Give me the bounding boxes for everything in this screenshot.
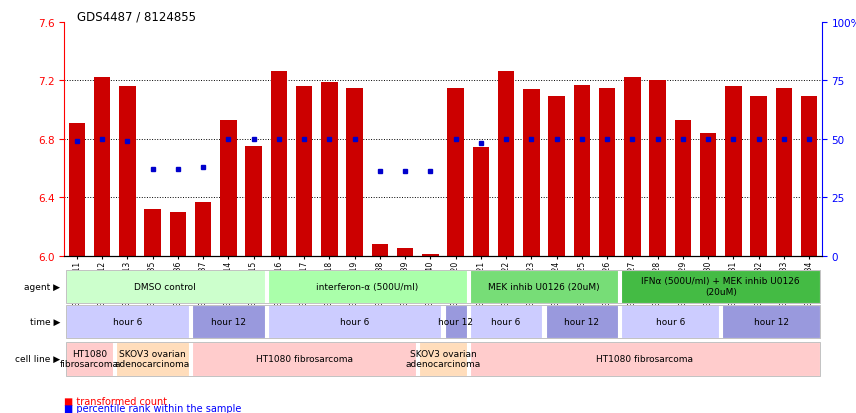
Text: time ▶: time ▶ [30, 317, 60, 326]
Text: hour 12: hour 12 [564, 317, 599, 326]
Text: ■ transformed count: ■ transformed count [64, 396, 167, 406]
Text: GDS4487 / 8124855: GDS4487 / 8124855 [77, 10, 196, 23]
Text: agent ▶: agent ▶ [24, 282, 60, 291]
Text: hour 6: hour 6 [340, 317, 369, 326]
Bar [195, 202, 211, 256]
Bar [94, 78, 110, 256]
Text: MEK inhib U0126 (20uM): MEK inhib U0126 (20uM) [488, 282, 600, 291]
Bar [169, 212, 186, 256]
Bar [296, 87, 312, 256]
Text: DMSO control: DMSO control [134, 282, 196, 291]
Bar [422, 254, 438, 256]
Bar [270, 72, 287, 256]
Text: hour 12: hour 12 [754, 317, 788, 326]
Bar [246, 147, 262, 256]
Text: interferon-α (500U/ml): interferon-α (500U/ml) [316, 282, 419, 291]
Text: cell line ▶: cell line ▶ [15, 354, 60, 363]
Bar [574, 85, 590, 256]
Bar [347, 88, 363, 256]
Text: HT1080
fibrosarcoma: HT1080 fibrosarcoma [60, 349, 119, 368]
Bar [675, 121, 691, 256]
Text: HT1080 fibrosarcoma: HT1080 fibrosarcoma [597, 354, 693, 363]
Text: hour 6: hour 6 [656, 317, 685, 326]
Bar [473, 148, 489, 256]
Text: SKOV3 ovarian
adenocarcinoma: SKOV3 ovarian adenocarcinoma [406, 349, 480, 368]
Bar [448, 88, 464, 256]
Text: hour 12: hour 12 [211, 317, 246, 326]
Bar [549, 97, 565, 256]
Text: SKOV3 ovarian
adenocarcinoma: SKOV3 ovarian adenocarcinoma [115, 349, 190, 368]
Bar [119, 87, 135, 256]
Bar [145, 209, 161, 256]
Bar [321, 83, 337, 256]
Bar [498, 72, 514, 256]
Bar [523, 90, 539, 256]
Bar [397, 249, 413, 256]
Text: hour 12: hour 12 [438, 317, 473, 326]
Bar [650, 81, 666, 256]
Bar [624, 78, 640, 256]
Bar [599, 88, 615, 256]
Bar [725, 87, 741, 256]
Bar [700, 133, 716, 256]
Text: hour 6: hour 6 [113, 317, 142, 326]
Text: HT1080 fibrosarcoma: HT1080 fibrosarcoma [256, 354, 353, 363]
Text: IFNα (500U/ml) + MEK inhib U0126
(20uM): IFNα (500U/ml) + MEK inhib U0126 (20uM) [641, 277, 800, 296]
Text: hour 6: hour 6 [491, 317, 520, 326]
Bar [68, 123, 85, 256]
Text: ■ percentile rank within the sample: ■ percentile rank within the sample [64, 403, 241, 413]
Bar [372, 244, 388, 256]
Bar [751, 97, 767, 256]
Bar [220, 121, 236, 256]
Bar [801, 97, 817, 256]
Bar [776, 88, 792, 256]
